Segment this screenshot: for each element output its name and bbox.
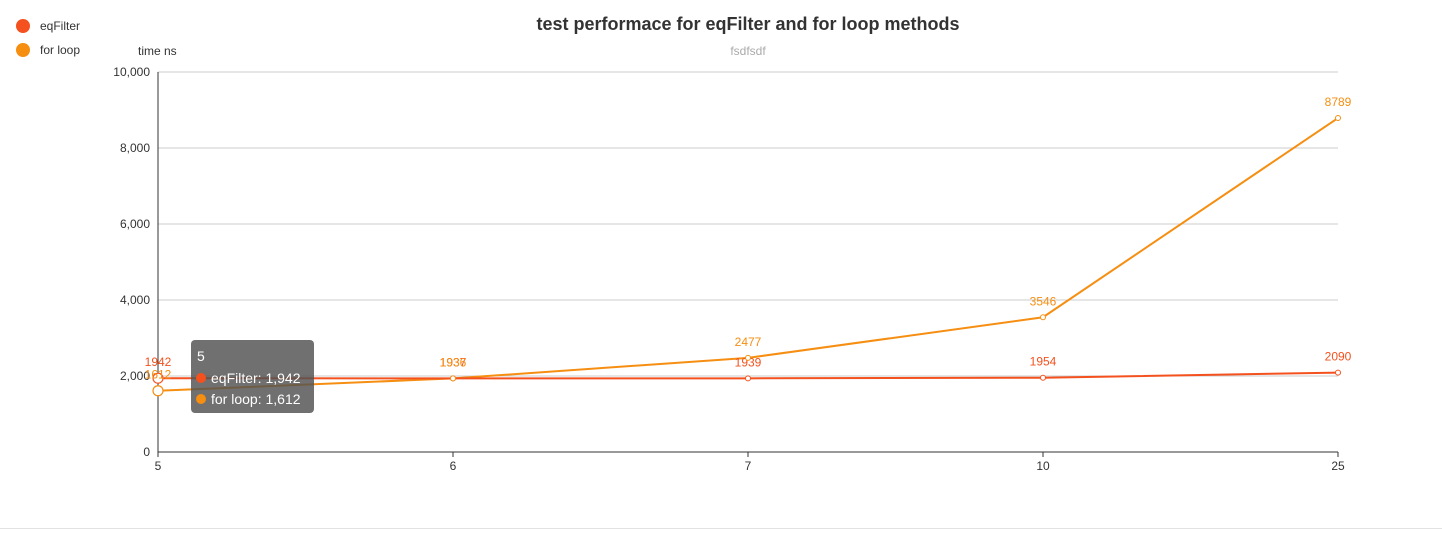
chart-subtitle: fsdfsdf	[730, 44, 766, 58]
legend-item-for-loop[interactable]: for loop	[16, 38, 80, 62]
x-tick-label: 6	[450, 459, 457, 473]
y-tick-label: 2,000	[120, 369, 150, 383]
y-axis-label: time ns	[138, 44, 177, 58]
data-label: 1612	[145, 368, 172, 382]
chart-title: test performace for eqFilter and for loo…	[536, 14, 960, 34]
y-tick-label: 6,000	[120, 217, 150, 231]
data-label: 8789	[1325, 95, 1352, 109]
y-tick-label: 4,000	[120, 293, 150, 307]
data-point	[745, 375, 751, 382]
data-point	[450, 375, 456, 382]
legend-swatch-eqfilter	[16, 19, 30, 33]
data-point	[745, 354, 751, 361]
y-tick-label: 8,000	[120, 141, 150, 155]
legend: eqFilter for loop	[16, 14, 80, 62]
data-point	[1040, 314, 1046, 321]
tooltip-value: for loop: 1,612	[211, 391, 301, 407]
data-label: 2090	[1325, 350, 1352, 364]
data-label: 1954	[1030, 355, 1057, 369]
data-label: 1942	[145, 355, 172, 369]
legend-item-eqfilter[interactable]: eqFilter	[16, 14, 80, 38]
tooltip-dot-for-loop	[196, 394, 206, 404]
data-label: 1939	[735, 355, 762, 369]
data-point	[1335, 115, 1341, 122]
series-line-for-loop	[157, 117, 1339, 392]
data-label: 1937	[440, 355, 467, 369]
tooltip-row-eqfilter: eqFilter: 1,942	[196, 370, 301, 386]
tooltip-row-for-loop: for loop: 1,612	[196, 391, 301, 407]
tooltip-title: 5	[197, 348, 205, 364]
bottom-divider	[0, 528, 1442, 529]
data-point	[1040, 374, 1046, 381]
tooltip: 5 eqFilter: 1,942 for loop: 1,612	[191, 340, 314, 413]
data-point	[152, 385, 164, 397]
legend-label: eqFilter	[40, 19, 81, 33]
y-tick-label: 0	[143, 445, 150, 459]
x-tick-label: 10	[1036, 459, 1050, 473]
data-point	[152, 372, 164, 384]
data-label: 3546	[1030, 294, 1057, 308]
data-label: 1936	[440, 355, 467, 369]
data-point	[1335, 369, 1341, 376]
legend-label: for loop	[40, 43, 81, 57]
x-tick-label: 25	[1331, 459, 1345, 473]
legend-swatch-for-loop	[16, 43, 30, 57]
x-tick-label: 5	[155, 459, 162, 473]
data-label: 2477	[735, 335, 762, 349]
tooltip-value: eqFilter: 1,942	[211, 370, 301, 386]
x-tick-label: 7	[745, 459, 752, 473]
tooltip-dot-eqfilter	[196, 373, 206, 383]
y-tick-label: 10,000	[113, 65, 150, 79]
